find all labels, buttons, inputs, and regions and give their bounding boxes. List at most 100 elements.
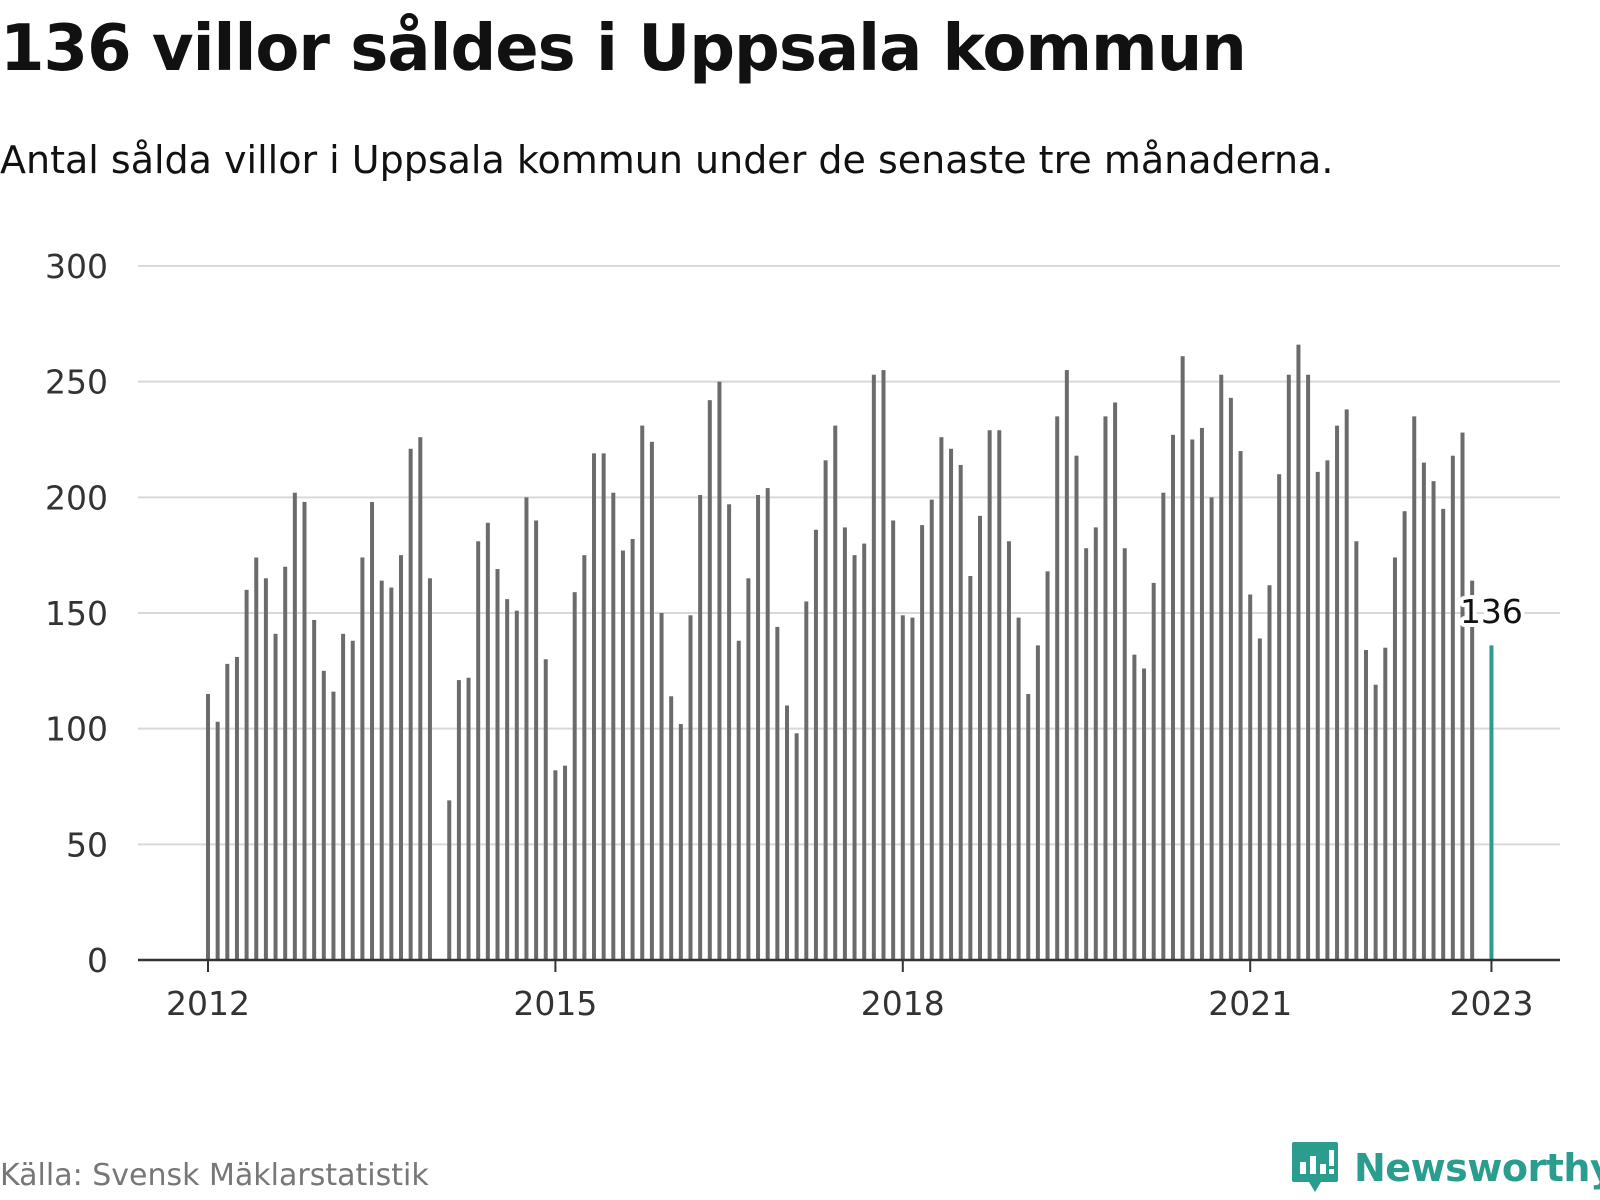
bar [273, 633, 278, 960]
bar [881, 370, 886, 961]
bar [736, 640, 741, 960]
bar [321, 670, 326, 960]
bar [408, 448, 413, 960]
brand-name: Newsworthy [1354, 1146, 1600, 1190]
source-note: Källa: Svensk Mäklarstatistik [0, 1158, 429, 1193]
bar [1180, 356, 1185, 961]
bar [640, 425, 645, 960]
bar [833, 425, 838, 960]
bar [1489, 645, 1494, 960]
bar [1450, 455, 1455, 960]
bar [1006, 541, 1011, 960]
y-tick-label: 150 [45, 594, 108, 633]
bar [563, 765, 568, 960]
bars [206, 344, 1494, 961]
bar [630, 538, 635, 960]
bar [707, 400, 712, 960]
bar [678, 724, 683, 960]
bar [1306, 374, 1311, 960]
bar [775, 626, 780, 960]
bar [862, 543, 867, 960]
bar [582, 555, 587, 960]
bar [611, 492, 616, 960]
bar [360, 557, 365, 960]
bar [524, 497, 529, 960]
bar [1421, 462, 1426, 960]
bar [263, 578, 268, 960]
bar [543, 659, 548, 960]
bar [254, 557, 259, 960]
bar [920, 525, 925, 960]
page-title: 136 villor såldes i Uppsala kommun [0, 12, 1247, 86]
bar-chart-speech-bubble-icon [1292, 1142, 1338, 1192]
bar [1016, 617, 1021, 960]
y-tick-label: 50 [66, 825, 108, 864]
bar [949, 448, 954, 960]
bar [1325, 460, 1330, 960]
y-tick-label: 100 [45, 710, 108, 749]
bar [1431, 481, 1436, 960]
bar [466, 677, 471, 960]
bar [1122, 548, 1127, 960]
x-tick-label: 2018 [861, 984, 945, 1023]
y-tick-label: 0 [87, 941, 108, 980]
x-tick-label: 2015 [513, 984, 597, 1023]
bar [1344, 409, 1349, 961]
y-tick-label: 300 [45, 247, 108, 286]
bar [1093, 527, 1098, 960]
bar [620, 550, 625, 960]
bar [1257, 638, 1262, 960]
bar [370, 501, 375, 960]
bar [215, 721, 220, 960]
x-axis: 2012 2015 2018 2021 2023 [138, 958, 1560, 1023]
bar [505, 599, 510, 960]
bar [727, 504, 732, 960]
bar [1267, 585, 1272, 960]
bar [978, 515, 982, 960]
bar [476, 541, 481, 960]
bar [958, 464, 963, 960]
bar [688, 615, 693, 960]
bar [910, 617, 915, 960]
bar [1113, 402, 1118, 960]
bar [1064, 370, 1069, 961]
bar [794, 733, 799, 960]
brand-logo: Newsworthy [1290, 1140, 1600, 1196]
bar [1074, 455, 1079, 960]
bar [1055, 416, 1060, 960]
bar [1209, 497, 1214, 960]
highlight-value-label: 136 [1460, 592, 1523, 631]
bar [495, 569, 500, 960]
bar [823, 460, 828, 960]
bar [389, 587, 394, 960]
bar [649, 441, 654, 960]
bar [1354, 541, 1359, 960]
bar [1441, 508, 1446, 960]
bar [1132, 654, 1137, 960]
bar [514, 610, 519, 960]
bar [746, 578, 751, 960]
bar [292, 492, 297, 960]
bar [553, 770, 558, 960]
bar [765, 488, 770, 960]
bar [399, 555, 403, 960]
gridlines [138, 265, 1560, 846]
bar [1248, 594, 1253, 960]
bar [929, 499, 934, 960]
bar [418, 437, 423, 961]
bar [659, 613, 664, 960]
bar [601, 453, 606, 960]
bar [1026, 693, 1031, 960]
bar [1238, 451, 1243, 960]
x-tick-label: 2021 [1208, 984, 1292, 1023]
bar [842, 527, 847, 960]
bar [234, 656, 239, 960]
bar [244, 589, 249, 960]
bar [1277, 474, 1282, 960]
bar [756, 495, 761, 960]
bar [1364, 650, 1368, 960]
bar [427, 578, 432, 960]
bar [1199, 427, 1204, 960]
bar [1035, 645, 1040, 960]
